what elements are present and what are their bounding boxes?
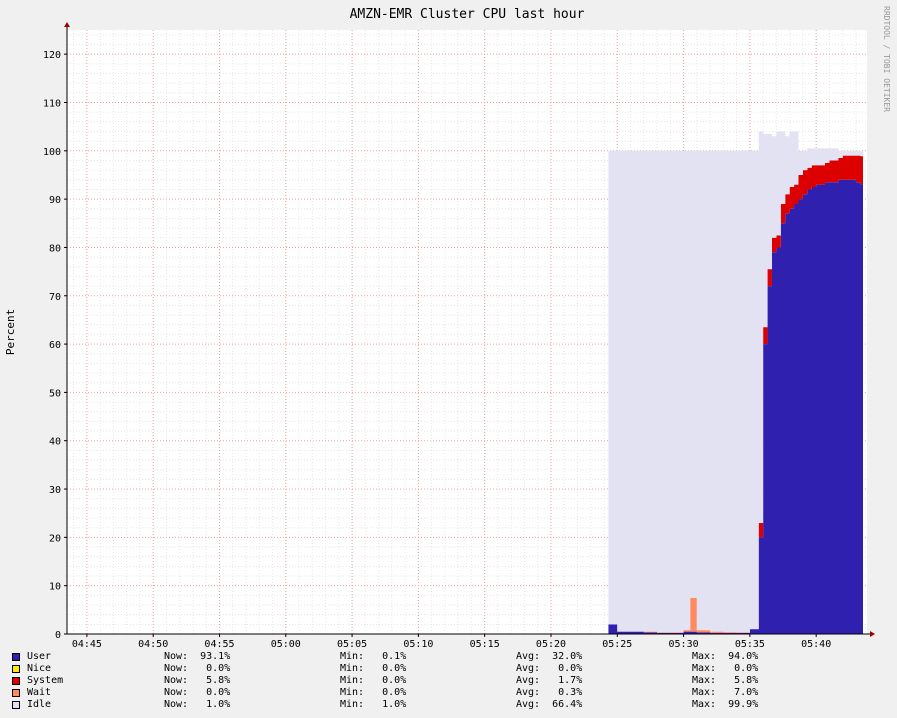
- x-tick-label: 04:55: [204, 639, 234, 650]
- x-tick-label: 04:50: [138, 639, 168, 650]
- legend-stat-min: Min: 1.0%: [340, 699, 407, 710]
- legend-stat-max: Max: 99.9%: [692, 699, 759, 710]
- legend-stat-avg: Avg: 0.3%: [516, 687, 583, 698]
- legend-row-nice: Nice Now: 0.0% Min: 0.0% Avg: 0.0% Max: 0.0%: [12, 663, 882, 675]
- legend-stat-now: Now: 5.8%: [164, 675, 231, 686]
- x-tick-label: 05:40: [801, 639, 831, 650]
- y-tick-label: 110: [43, 98, 61, 109]
- y-tick-label: 30: [49, 485, 61, 496]
- y-tick-label: 50: [49, 388, 61, 399]
- series-area-user: [608, 179, 863, 635]
- y-tick-label: 70: [49, 292, 61, 303]
- x-axis-arrow-icon: [870, 631, 875, 637]
- y-tick-label: 90: [49, 195, 61, 206]
- legend-row-idle: Idle Now: 1.0% Min: 1.0% Avg: 66.4% Max: 99.…: [12, 699, 882, 711]
- x-tick-label: 05:25: [602, 639, 632, 650]
- x-tick-label: 05:05: [337, 639, 367, 650]
- x-tick-label: 05:00: [271, 639, 301, 650]
- chart-title: AMZN-EMR Cluster CPU last hour: [350, 7, 585, 22]
- x-tick-label: 05:10: [403, 639, 433, 650]
- series-area-idle: [608, 131, 863, 633]
- legend-stat-now: Now: 93.1%: [164, 651, 231, 662]
- legend-stat-min: Min: 0.0%: [340, 675, 407, 686]
- legend-swatch: [12, 701, 20, 709]
- x-tick-label: 05:15: [470, 639, 500, 650]
- stacked-area-layer: [608, 131, 863, 635]
- y-tick-label: 100: [43, 147, 61, 158]
- legend-series-name: User: [27, 651, 52, 662]
- legend-table: User Now: 93.1% Min: 0.1% Avg: 32.0% Max: 94…: [12, 651, 882, 711]
- legend-row-user: User Now: 93.1% Min: 0.1% Avg: 32.0% Max: 94…: [12, 651, 882, 663]
- legend-stat-avg: Avg: 32.0%: [516, 651, 583, 662]
- legend-stat-avg: Avg: 66.4%: [516, 699, 583, 710]
- x-tick-label: 05:35: [735, 639, 765, 650]
- legend-stat-min: Min: 0.0%: [340, 687, 407, 698]
- x-tick-label: 05:20: [536, 639, 566, 650]
- legend-stat-avg: Avg: 1.7%: [516, 675, 583, 686]
- y-tick-label: 80: [49, 243, 61, 254]
- x-tick-label: 05:30: [669, 639, 699, 650]
- legend-stat-max: Max: 94.0%: [692, 651, 759, 662]
- y-tick-label: 0: [55, 630, 61, 641]
- y-tick-label: 40: [49, 437, 61, 448]
- y-tick-label: 20: [49, 533, 61, 544]
- y-tick-label: 10: [49, 582, 61, 593]
- legend-swatch: [12, 677, 20, 685]
- y-tick-label: 60: [49, 340, 61, 351]
- legend-swatch: [12, 653, 20, 661]
- legend-row-wait: Wait Now: 0.0% Min: 0.0% Avg: 0.3% Max: 7.0%: [12, 687, 882, 699]
- legend-series-name: System: [27, 675, 64, 686]
- legend-stat-max: Max: 0.0%: [692, 663, 759, 674]
- y-axis-label: Percent: [4, 309, 17, 355]
- legend-series-name: Nice: [27, 663, 52, 674]
- legend-stat-now: Now: 0.0%: [164, 663, 231, 674]
- legend-swatch: [12, 689, 20, 697]
- legend-series-name: Wait: [27, 687, 52, 698]
- legend-stat-now: Now: 1.0%: [164, 699, 231, 710]
- legend-series-name: Idle: [27, 699, 52, 710]
- legend-stat-min: Min: 0.0%: [340, 663, 407, 674]
- legend-stat-avg: Avg: 0.0%: [516, 663, 583, 674]
- legend-stat-min: Min: 0.1%: [340, 651, 407, 662]
- legend-row-system: System Now: 5.8% Min: 0.0% Avg: 1.7% Max: 5.…: [12, 675, 882, 687]
- legend-stat-max: Max: 5.8%: [692, 675, 759, 686]
- y-tick-label: 120: [43, 50, 61, 61]
- axis-layer: 0 10 20 30 40 50 60 70 80 90 100 110 120 04:45 04:50 04…: [43, 22, 875, 650]
- rrdtool-watermark: RRDTOOL / TOBI OETIKER: [882, 6, 891, 112]
- legend-stat-max: Max: 7.0%: [692, 687, 759, 698]
- legend-swatch: [12, 665, 20, 673]
- x-tick-label: 04:45: [72, 639, 102, 650]
- y-axis-arrow-icon: [64, 22, 70, 27]
- legend-stat-now: Now: 0.0%: [164, 687, 231, 698]
